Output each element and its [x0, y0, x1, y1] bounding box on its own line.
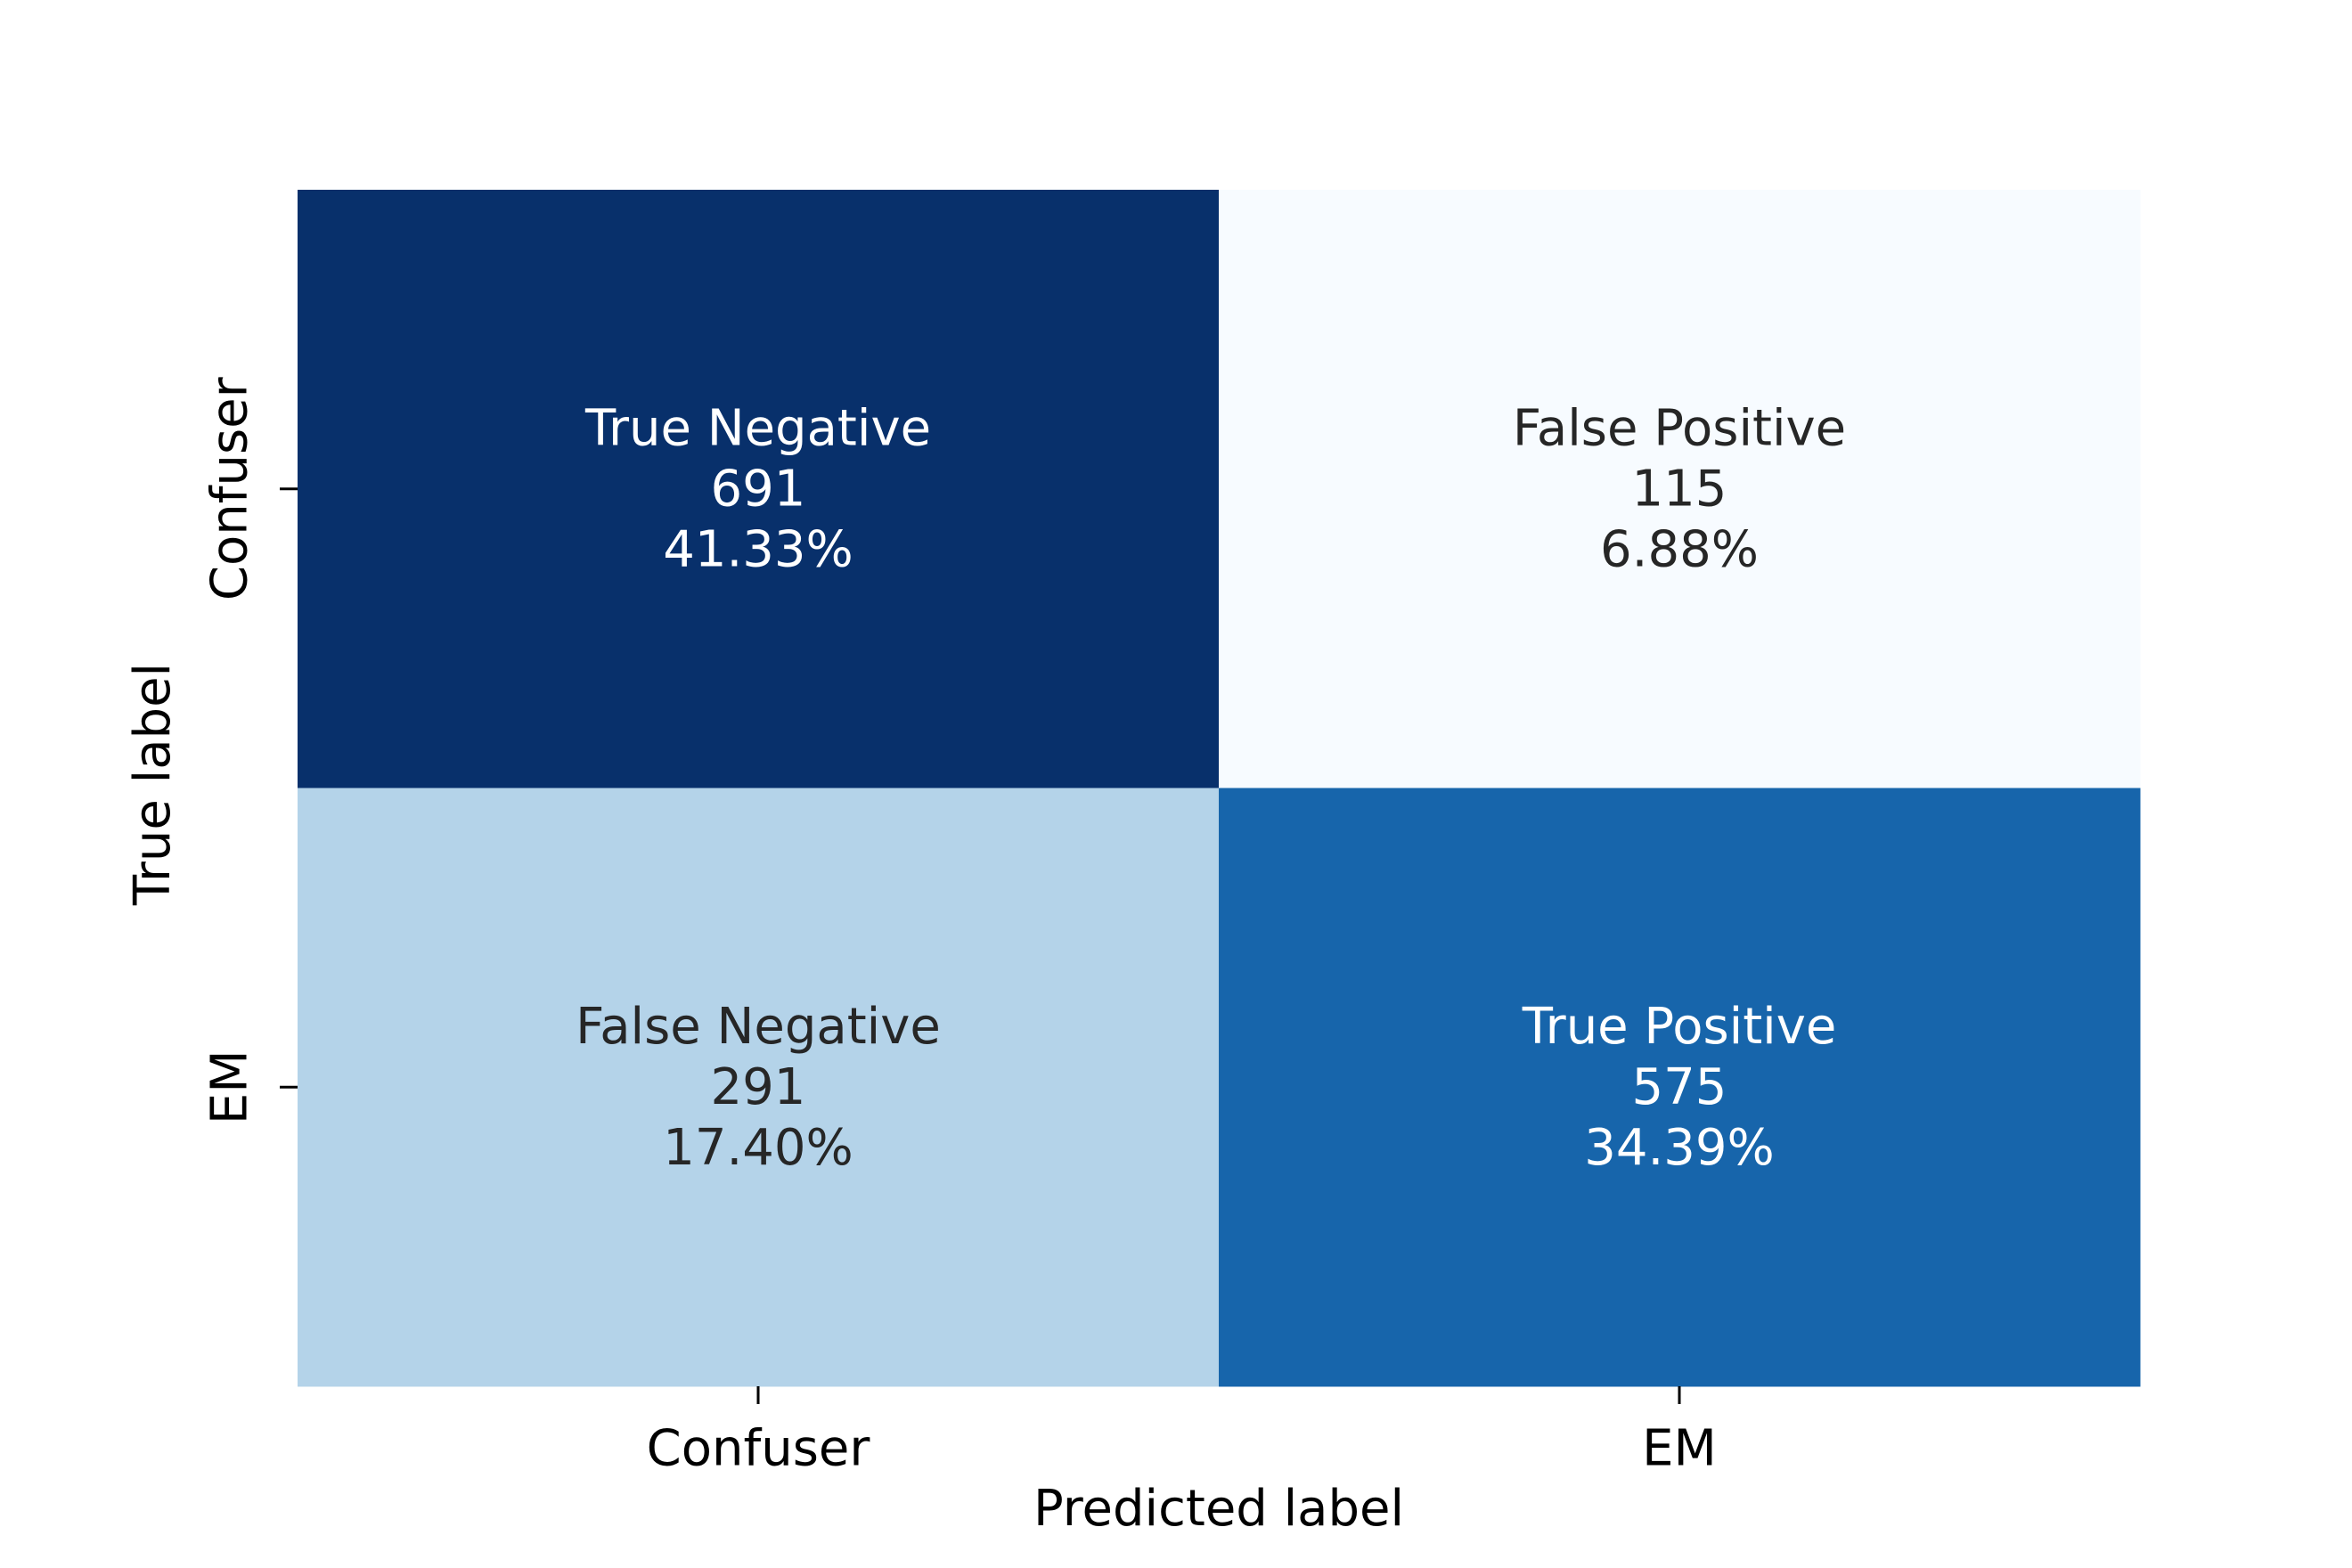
cell-percent-false-negative: 17.40%: [663, 1119, 853, 1177]
cell-count-true-positive: 575: [1632, 1058, 1727, 1116]
cell-count-false-negative: 291: [711, 1058, 806, 1116]
cell-percent-true-negative: 41.33%: [663, 520, 853, 578]
cell-count-true-negative: 691: [711, 460, 806, 518]
y-tick-label-em: EM: [201, 1049, 259, 1124]
x-tick-label-confuser: Confuser: [647, 1420, 871, 1478]
cell-label-false-positive: False Positive: [1513, 399, 1846, 457]
cell-true-positive: [1219, 788, 2141, 1387]
cell-label-false-negative: False Negative: [576, 998, 941, 1056]
x-tick-label-em: EM: [1642, 1420, 1717, 1478]
cell-false-negative: [298, 788, 1220, 1387]
cell-label-true-positive: True Positive: [1522, 998, 1837, 1056]
cell-false-positive: [1219, 190, 2141, 788]
y-tick-label-confuser: Confuser: [201, 376, 259, 600]
cell-percent-true-positive: 34.39%: [1584, 1119, 1775, 1177]
cell-label-true-negative: True Negative: [584, 399, 931, 457]
cell-percent-false-positive: 6.88%: [1600, 520, 1759, 578]
cell-true-negative: [298, 190, 1220, 788]
x-axis-title: Predicted label: [1033, 1480, 1404, 1538]
cell-count-false-positive: 115: [1632, 460, 1727, 518]
axis-ticks: Confuser EM Confuser EM: [201, 376, 1717, 1477]
y-axis-title: True label: [124, 663, 182, 906]
